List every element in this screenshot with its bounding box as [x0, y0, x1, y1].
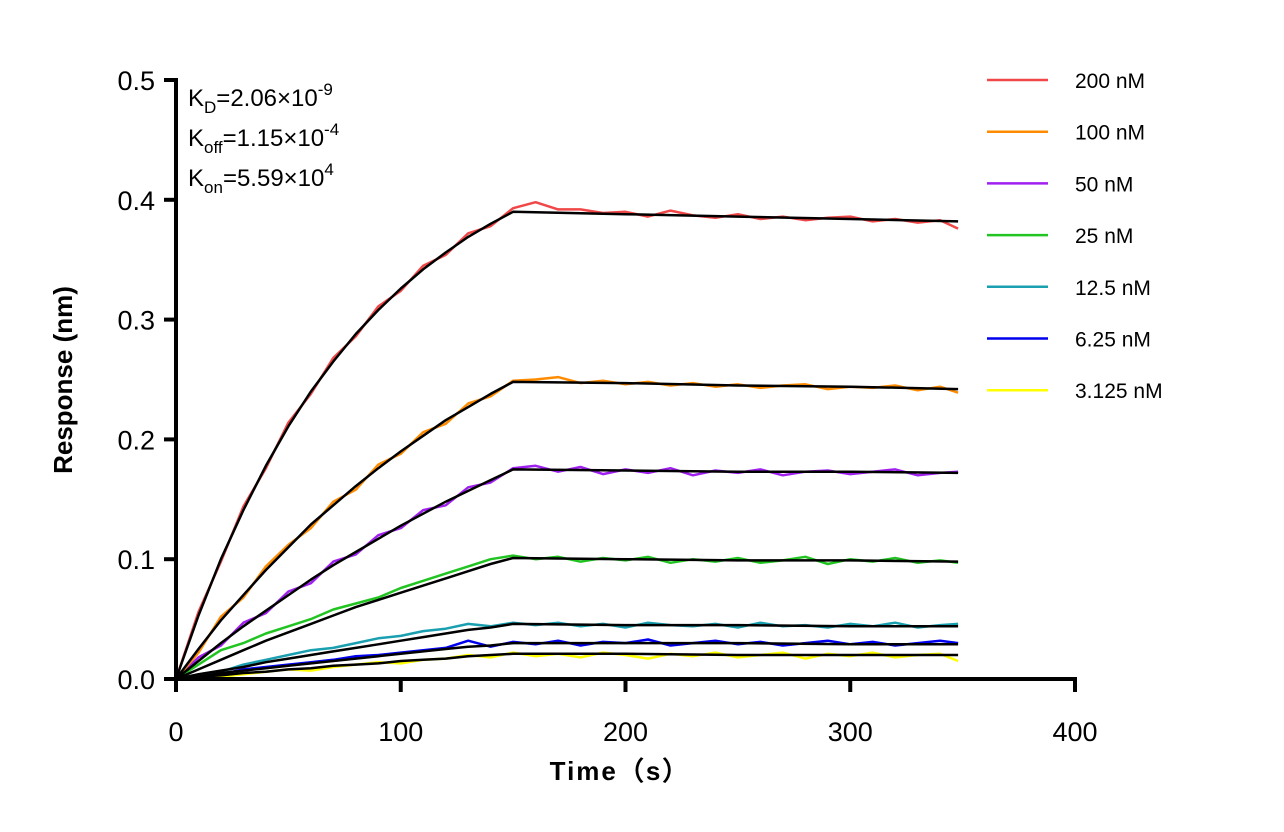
- legend-label: 3.125 nM: [1075, 380, 1163, 403]
- constant-value: =2.06×10: [216, 85, 317, 112]
- legend-item: 25 nM: [987, 225, 1133, 248]
- y-tick-label: 0.4: [117, 186, 155, 216]
- series-line-200-nM: [174, 200, 959, 680]
- y-ticks: 0.0 0.1 0.2 0.3 0.4 0.5: [117, 66, 176, 695]
- constant-subscript: on: [204, 178, 223, 197]
- legend-item: 200 nM: [987, 70, 1145, 93]
- series-line-25-nM: [175, 554, 959, 681]
- series-line-50-nM: [175, 464, 959, 680]
- constant-symbol: K: [188, 125, 204, 152]
- legend-item: 6.25 nM: [987, 329, 1151, 352]
- y-axis-label: Response (nm): [48, 286, 78, 474]
- legend-item: 3.125 nM: [987, 380, 1163, 403]
- constant-symbol: K: [188, 165, 204, 192]
- fit-layer: [174, 210, 959, 681]
- fit-line-200-nM: [174, 210, 959, 680]
- y-tick-label: 0.0: [117, 665, 155, 695]
- legend-label: 6.25 nM: [1075, 329, 1151, 352]
- x-ticks: 0 100 200 300 400: [168, 679, 1098, 747]
- fit-line-50-nM: [175, 468, 959, 680]
- constant-symbol: K: [188, 85, 204, 112]
- fit-line-6_25-nM: [175, 641, 959, 681]
- y-tick-label: 0.1: [117, 545, 155, 575]
- y-tick-label: 0.2: [117, 425, 155, 455]
- kinetic-constant: KD=2.06×10-9: [188, 80, 333, 117]
- x-tick-label: 400: [1052, 717, 1097, 747]
- x-tick-label: 300: [828, 717, 873, 747]
- kinetic-constant: Kon=5.59×104: [188, 160, 334, 197]
- series-layer: [174, 200, 959, 681]
- x-axis-label: Time（s）: [550, 756, 691, 786]
- y-tick-label: 0.5: [117, 66, 155, 96]
- y-tick-label: 0.3: [117, 306, 155, 336]
- constant-exponent: 4: [324, 160, 333, 179]
- constant-value: =1.15×10: [223, 125, 324, 152]
- series-line-100-nM: [175, 375, 959, 680]
- fit-line-100-nM: [175, 380, 959, 680]
- fit-line-3_125-nM: [175, 652, 959, 681]
- kinetic-constant: Koff=1.15×10-4: [188, 120, 339, 157]
- legend: 200 nM 100 nM 50 nM 25 nM 12.5 nM 6.25 nM 3.12…: [987, 70, 1163, 403]
- legend-label: 25 nM: [1075, 225, 1133, 248]
- legend-item: 12.5 nM: [987, 277, 1151, 300]
- x-tick-label: 0: [168, 717, 183, 747]
- fit-line-12_5-nM: [175, 622, 959, 681]
- x-tick-label: 200: [603, 717, 648, 747]
- constant-value: =5.59×10: [223, 165, 324, 192]
- constant-subscript: off: [204, 138, 223, 157]
- constant-exponent: -9: [318, 80, 333, 99]
- x-tick-label: 100: [378, 717, 423, 747]
- legend-label: 200 nM: [1075, 70, 1145, 93]
- legend-label: 100 nM: [1075, 122, 1145, 145]
- legend-label: 50 nM: [1075, 173, 1133, 196]
- fit-line-25-nM: [175, 556, 959, 681]
- constant-subscript: D: [204, 98, 216, 117]
- legend-item: 100 nM: [987, 122, 1145, 145]
- legend-label: 12.5 nM: [1075, 277, 1151, 300]
- legend-item: 50 nM: [987, 173, 1133, 196]
- constant-exponent: -4: [324, 120, 339, 139]
